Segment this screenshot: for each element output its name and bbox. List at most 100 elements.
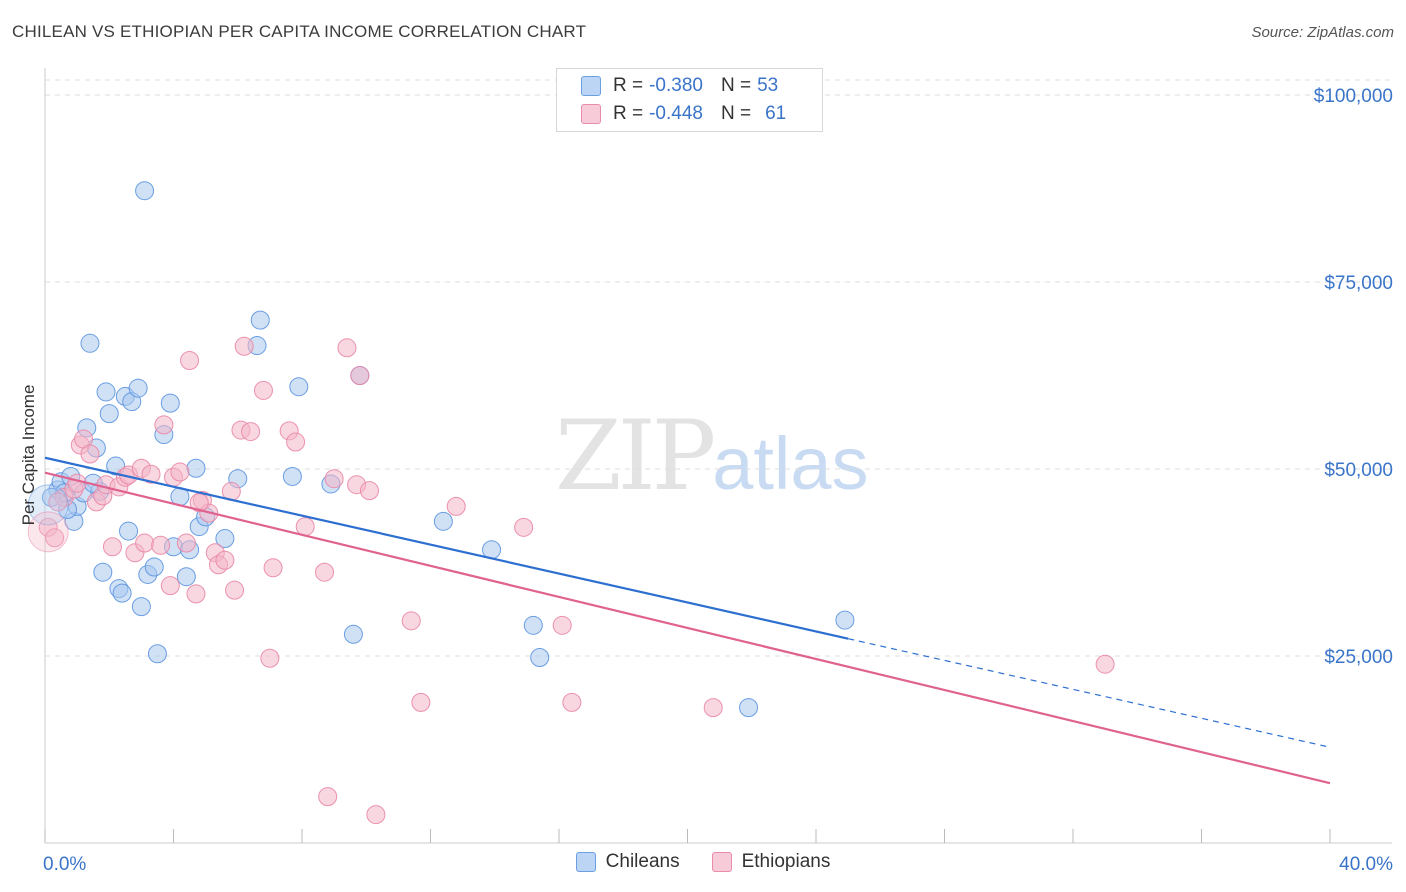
point-chileans <box>147 644 167 664</box>
point-ethiopians <box>80 444 100 464</box>
y-axis-label: Per Capita Income <box>19 385 38 526</box>
point-ethiopians <box>366 805 386 825</box>
y-tick-label: $75,000 <box>1324 273 1393 294</box>
legend-n-value: 61 <box>765 103 787 124</box>
legend-r-label: R = <box>613 103 644 124</box>
point-ethiopians <box>260 648 280 668</box>
point-ethiopians <box>552 615 572 635</box>
point-ethiopians <box>359 481 379 501</box>
point-ethiopians <box>350 365 370 385</box>
legend-n-label: N = <box>720 103 752 124</box>
point-ethiopians <box>446 496 466 516</box>
point-chileans <box>128 378 148 398</box>
legend-swatch-ethiopians <box>581 104 601 124</box>
point-ethiopians <box>135 533 155 553</box>
watermark: ZIPatlas <box>555 400 869 512</box>
point-ethiopians <box>295 517 315 537</box>
point-ethiopians <box>102 537 122 557</box>
point-chileans <box>96 382 116 402</box>
source-label: Source: ZipAtlas.com <box>1251 24 1394 41</box>
point-chileans <box>250 310 270 330</box>
legend-n-value: 53 <box>757 75 779 96</box>
trend-line-chileans-extrapolated <box>847 638 1331 748</box>
y-tick-label: $50,000 <box>1324 460 1393 481</box>
point-chileans <box>99 404 119 424</box>
point-chileans <box>80 333 100 353</box>
series-legend-ethiopians: Ethiopians <box>711 851 831 873</box>
point-ethiopians <box>324 469 344 489</box>
y-tick-label: $25,000 <box>1324 647 1393 668</box>
point-ethiopians <box>401 611 421 631</box>
point-ethiopians <box>318 787 338 807</box>
point-ethiopians <box>234 336 254 356</box>
point-ethiopians <box>314 562 334 582</box>
legend-n-label: N = <box>720 75 752 96</box>
point-ethiopians <box>154 415 174 435</box>
legend-r-value: -0.380 <box>649 75 703 96</box>
point-chileans <box>433 511 453 531</box>
axes <box>44 68 1392 844</box>
point-ethiopians <box>186 584 206 604</box>
point-chileans <box>282 466 302 486</box>
x-tick-label-max: 40.0% <box>1339 854 1393 875</box>
point-ethiopians <box>141 464 161 484</box>
point-chileans <box>93 562 113 582</box>
series-label-chileans: Chileans <box>605 851 680 872</box>
point-chileans <box>343 624 363 644</box>
point-ethiopians <box>176 533 196 553</box>
point-chileans <box>176 567 196 587</box>
y-tick-label: $100,000 <box>1314 86 1393 107</box>
gridlines <box>45 79 1392 657</box>
point-cluster-ethiopians <box>27 511 69 553</box>
point-ethiopians <box>151 535 171 555</box>
legend-row-ethiopians: R = -0.448 N = 61 <box>581 101 786 127</box>
point-ethiopians <box>286 432 306 452</box>
trend-line-ethiopians <box>44 471 1331 785</box>
point-chileans <box>135 181 155 201</box>
point-ethiopians <box>1095 654 1115 674</box>
point-ethiopians <box>514 517 534 537</box>
watermark-atlas: atlas <box>712 422 869 505</box>
point-ethiopians <box>45 528 65 548</box>
series-legend-chileans: Chileans <box>575 851 680 873</box>
series-legend: Chileans Ethiopians <box>0 851 1406 873</box>
data-points <box>27 181 1115 825</box>
point-ethiopians <box>337 338 357 358</box>
chart-title: CHILEAN VS ETHIOPIAN PER CAPITA INCOME C… <box>12 22 587 41</box>
legend-row-chileans: R = -0.380 N = 53 <box>581 73 778 99</box>
point-ethiopians <box>189 493 209 513</box>
point-ethiopians <box>67 473 87 493</box>
trend-line-chileans <box>44 456 849 640</box>
point-chileans <box>289 377 309 397</box>
legend-r-label: R = <box>613 75 644 96</box>
point-ethiopians <box>160 576 180 596</box>
series-swatch-chileans <box>575 852 596 872</box>
point-ethiopians <box>215 550 235 570</box>
point-ethiopians <box>180 351 200 371</box>
point-ethiopians <box>225 580 245 600</box>
legend-r-value: -0.448 <box>649 103 703 124</box>
series-swatch-ethiopians <box>711 852 732 872</box>
point-ethiopians <box>263 558 283 578</box>
point-chileans <box>186 458 206 478</box>
point-ethiopians <box>562 692 582 712</box>
point-chileans <box>835 610 855 630</box>
point-chileans <box>215 529 235 549</box>
axis-labels: $25,000 $50,000 $75,000 $100,000 0.0% 40.0% Pe… <box>19 86 1393 875</box>
legend: R = -0.380 N = 53 R = -0.448 N = 61 <box>556 68 823 132</box>
point-ethiopians <box>703 698 723 718</box>
point-ethiopians <box>411 692 431 712</box>
point-chileans <box>160 393 180 413</box>
point-chileans <box>523 615 543 635</box>
point-chileans <box>131 597 151 617</box>
legend-swatch-chileans <box>581 76 601 96</box>
point-chileans <box>112 583 132 603</box>
point-ethiopians <box>253 380 273 400</box>
series-label-ethiopians: Ethiopians <box>741 851 831 872</box>
point-chileans <box>739 698 759 718</box>
watermark-zip: ZIP <box>555 400 716 512</box>
point-chileans <box>144 557 164 577</box>
point-ethiopians <box>170 462 190 482</box>
x-tick-label-min: 0.0% <box>43 854 86 875</box>
point-ethiopians <box>48 492 68 512</box>
